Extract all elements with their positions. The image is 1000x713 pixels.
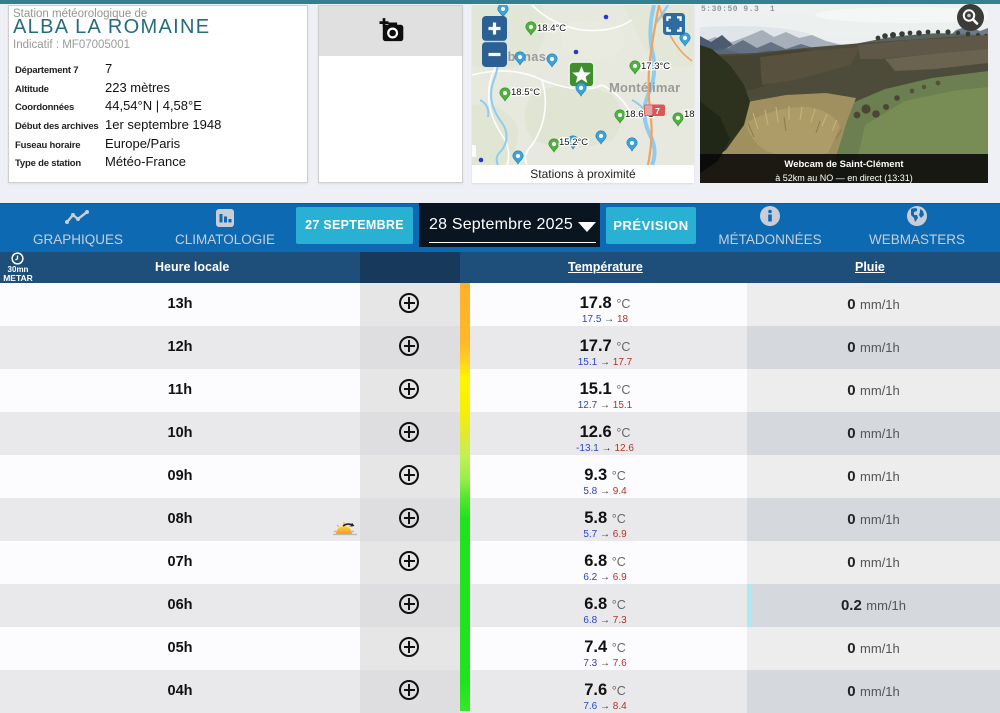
svg-text:18.4°C: 18.4°C bbox=[537, 23, 566, 34]
svg-text:15.2°C: 15.2°C bbox=[559, 137, 588, 148]
svg-text:17.3°C: 17.3°C bbox=[641, 61, 670, 72]
svg-text:18.5°C: 18.5°C bbox=[511, 87, 540, 98]
svg-text:7: 7 bbox=[655, 106, 660, 116]
svg-text:Montélimar: Montélimar bbox=[609, 80, 680, 95]
svg-text:18: 18 bbox=[684, 109, 694, 120]
